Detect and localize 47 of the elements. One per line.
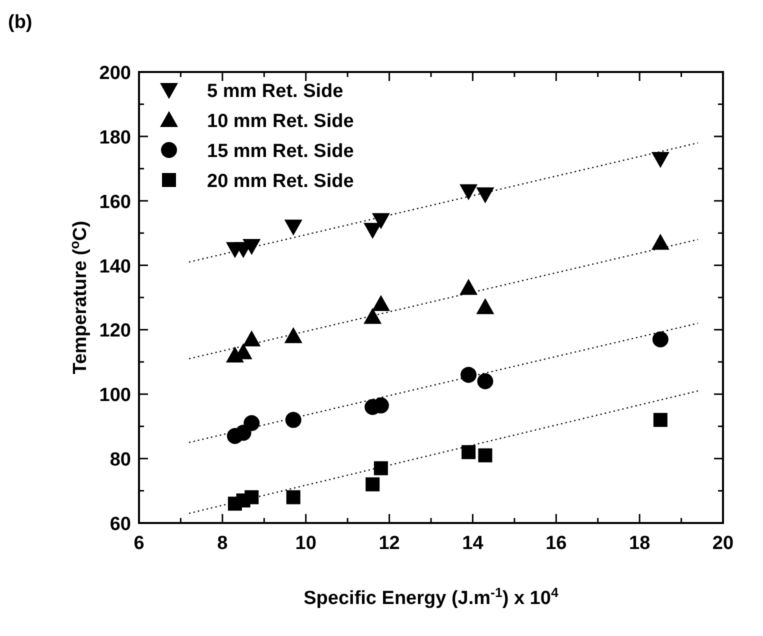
legend-label: 15 mm Ret. Side — [207, 141, 354, 162]
x-tick-label: 18 — [629, 533, 650, 554]
point — [286, 490, 300, 504]
point — [476, 298, 494, 314]
point — [478, 448, 492, 462]
point — [242, 330, 261, 346]
point — [285, 412, 302, 428]
point — [374, 461, 388, 476]
point — [284, 220, 302, 236]
chart-title: (b) — [8, 12, 32, 33]
y-tick-label: 200 — [99, 63, 131, 84]
point — [460, 366, 477, 383]
y-tick-label: 180 — [99, 127, 131, 148]
y-tick-label: 160 — [99, 192, 131, 213]
point — [244, 490, 259, 504]
point — [651, 234, 670, 250]
x-tick-label: 14 — [462, 533, 484, 554]
legend-label: 20 mm Ret. Side — [207, 171, 354, 192]
legend-label: 10 mm Ret. Side — [207, 111, 354, 132]
point — [372, 294, 390, 311]
point — [476, 187, 494, 204]
point — [366, 477, 380, 492]
point — [244, 415, 260, 432]
y-tick-label: 80 — [110, 450, 131, 471]
y-tick-label: 60 — [110, 514, 131, 535]
point — [372, 213, 390, 230]
point — [653, 412, 668, 427]
point — [364, 308, 382, 324]
point — [652, 331, 668, 348]
x-tick-label: 16 — [546, 533, 567, 554]
point — [460, 278, 478, 295]
y-tick-label: 120 — [99, 320, 131, 342]
point — [651, 152, 670, 168]
point — [462, 445, 476, 460]
x-tick-label: 10 — [295, 533, 316, 554]
legend-label: 5 mm Ret. Side — [207, 81, 344, 102]
point — [477, 373, 494, 390]
y-tick-label: 100 — [99, 385, 131, 406]
point — [284, 327, 302, 344]
point — [460, 184, 478, 200]
x-tick-label: 6 — [134, 533, 144, 554]
x-axis-title: Specific Energy (J.m$^{-1}$) x 10$^{4}$ — [304, 584, 559, 609]
y-tick-label: 140 — [99, 256, 131, 278]
x-tick-label: 12 — [378, 533, 400, 554]
point — [242, 238, 261, 255]
x-tick-label: 8 — [217, 533, 228, 554]
x-tick-label: 20 — [712, 533, 734, 554]
